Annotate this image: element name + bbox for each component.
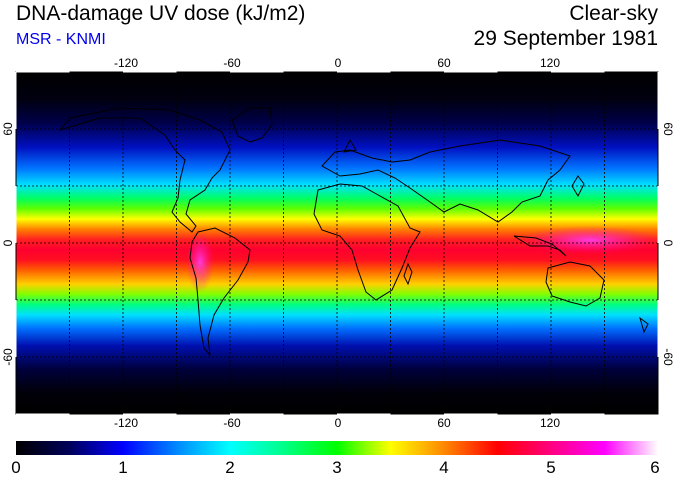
japan-coast [571,175,585,198]
coastlines [58,107,649,357]
scale-label: 0 [11,458,21,477]
new-zealand-coast [639,316,649,334]
scale-label: 2 [225,458,235,477]
color-scale-bar [16,441,658,455]
scale-label: 4 [439,458,449,477]
eurasia-coast [321,139,571,223]
andes-hotspot [186,232,214,292]
latitude-labels-left: 60 0 -60 [1,122,15,366]
lat-tick-label: -60 [661,348,675,366]
lat-tick-label: -60 [1,348,15,366]
graticule [16,72,658,414]
lon-tick-label: 0 [335,56,342,70]
pacific-warm-pool-hotspot [520,226,658,254]
lat-tick-label: 60 [661,122,675,136]
sky-condition: Clear-sky [569,2,658,25]
longitude-labels-bottom: -120 -60 0 60 120 [114,416,560,430]
lon-tick-label: 60 [437,416,451,430]
lat-tick-label: 0 [661,240,675,247]
scale-label: 5 [546,458,556,477]
latitude-labels-right: 60 0 -60 [661,122,675,366]
north-america-coast [58,107,231,233]
indonesia-coast [513,235,567,257]
scale-label: 1 [118,458,128,477]
lon-tick-label: -60 [223,416,241,430]
africa-coast [313,183,421,301]
madagascar-coast [403,262,413,286]
lon-tick-label: 60 [437,56,451,70]
lon-tick-label: -60 [223,56,241,70]
australia-coast [545,261,605,307]
south-america-coast [189,227,251,357]
map-date: 29 September 1981 [473,27,658,50]
lon-tick-label: 120 [540,56,560,70]
lat-tick-label: 60 [1,122,15,136]
source-label: MSR - KNMI [16,31,106,48]
uv-dose-map: -120 -60 0 60 120 -120 -60 0 60 120 60 0… [1,56,675,430]
map-title: DNA-damage UV dose (kJ/m2) [16,2,306,25]
lon-tick-label: -120 [114,56,138,70]
frame-tick-marks [13,69,661,417]
greenland-coast [231,107,273,143]
lon-tick-label: 0 [335,416,342,430]
uk-coast [343,138,357,153]
lat-tick-label: 0 [1,239,15,246]
scale-label: 3 [332,458,342,477]
lon-tick-label: -120 [114,416,138,430]
longitude-labels-top: -120 -60 0 60 120 [114,56,560,70]
scale-label: 6 [650,458,660,477]
lon-tick-label: 120 [540,416,560,430]
